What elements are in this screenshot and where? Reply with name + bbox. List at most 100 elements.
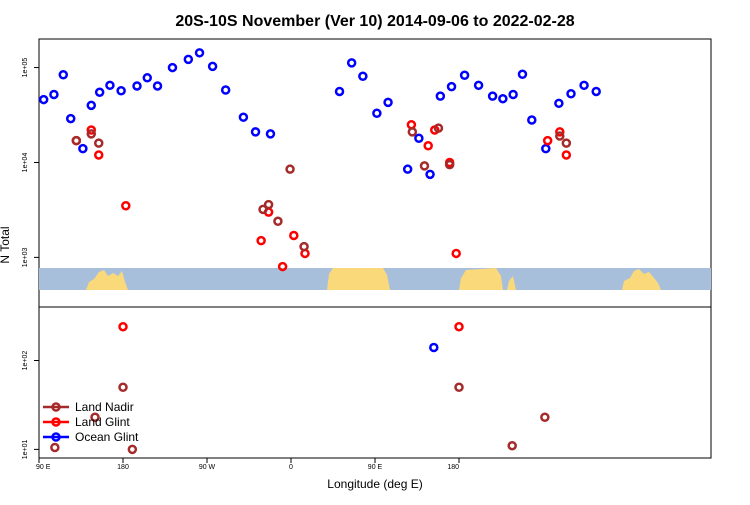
point-land-nadir [561, 138, 572, 148]
point-ocean-glint [541, 143, 551, 154]
point-ocean-glint [183, 54, 194, 65]
y-axis-label: N Total [0, 226, 12, 263]
point-land-nadir [444, 159, 455, 170]
point-ocean-glint [414, 133, 424, 143]
point-land-nadir [273, 216, 283, 227]
upper-plot-frame [38, 38, 712, 308]
x-axis: 90 E 180 90 W 0 90 E 180 [36, 458, 460, 471]
point-ocean-glint [38, 94, 49, 105]
point-ocean-glint [132, 81, 142, 91]
point-ocean-glint [429, 342, 439, 353]
x-tick-label: 90 E [36, 464, 51, 471]
point-ocean-glint [346, 58, 357, 68]
point-ocean-glint [459, 70, 470, 80]
chart-title: 20S-10S November (Ver 10) 2014-09-06 to … [175, 13, 574, 30]
point-land-nadir [555, 131, 565, 141]
y-tick-label: 1e+05 [22, 58, 29, 78]
legend-marker [51, 402, 61, 412]
point-ocean-glint [358, 71, 368, 82]
point-ocean-glint [425, 169, 435, 180]
point-land-nadir [127, 444, 138, 455]
upper-points [38, 48, 601, 272]
point-ocean-glint [579, 80, 589, 91]
point-land-nadir [540, 412, 550, 422]
point-land-glint [423, 141, 433, 151]
legend-label: Land Nadir [75, 400, 134, 414]
point-ocean-glint [402, 164, 413, 174]
point-ocean-glint [78, 143, 88, 154]
x-tick-label: 0 [289, 464, 293, 471]
x-axis-label: Longitude (deg E) [327, 477, 422, 491]
land-shape [507, 276, 516, 290]
upper-y-axis: 1e+03 1e+04 1e+05 [22, 58, 39, 267]
point-land-nadir [86, 129, 97, 139]
point-land-nadir [258, 204, 268, 215]
point-land-nadir [90, 412, 100, 422]
lower-y-axis: 1e+01 1e+02 [22, 351, 39, 459]
y-tick-label: 1e+03 [22, 247, 29, 267]
land-shape [327, 268, 390, 290]
point-land-nadir [454, 382, 464, 393]
point-ocean-glint [65, 113, 76, 124]
point-land-nadir [507, 440, 517, 451]
point-land-glint [121, 200, 131, 211]
land-shape [622, 269, 661, 290]
point-ocean-glint [220, 85, 231, 95]
point-ocean-glint [142, 73, 153, 83]
point-land-glint [542, 135, 553, 146]
land-shape [459, 268, 503, 290]
point-ocean-glint [49, 89, 59, 100]
point-ocean-glint [105, 80, 115, 91]
point-land-glint [454, 321, 464, 332]
point-land-glint [256, 235, 266, 246]
x-tick-label: 90 E [368, 464, 383, 471]
point-ocean-glint [238, 112, 249, 122]
point-ocean-glint [265, 129, 276, 139]
point-ocean-glint [116, 85, 126, 96]
point-land-nadir [118, 382, 128, 393]
point-ocean-glint [207, 61, 218, 72]
point-ocean-glint [435, 91, 446, 101]
point-ocean-glint [86, 100, 97, 111]
point-land-glint [86, 125, 97, 135]
point-land-nadir [407, 127, 418, 137]
point-land-nadir [50, 442, 60, 453]
point-ocean-glint [167, 62, 178, 73]
point-land-nadir [299, 241, 309, 252]
point-ocean-glint [566, 88, 576, 99]
point-ocean-glint [498, 93, 508, 104]
point-land-glint [561, 150, 572, 160]
point-land-glint [555, 127, 565, 137]
lower-points [50, 321, 550, 455]
point-ocean-glint [527, 115, 537, 125]
upper-panel: 1e+03 1e+04 1e+05 [22, 38, 712, 308]
y-tick-label: 1e+01 [22, 439, 29, 459]
point-land-nadir [285, 164, 295, 174]
point-ocean-glint [94, 87, 105, 97]
point-ocean-glint [591, 86, 601, 97]
legend-label: Land Glint [75, 415, 130, 429]
point-land-glint [93, 150, 104, 160]
legend-marker [51, 417, 61, 427]
lower-plot-frame [38, 306, 712, 459]
point-land-nadir [419, 161, 430, 171]
point-ocean-glint [517, 69, 528, 80]
point-land-glint [118, 321, 128, 332]
legend-label: Ocean Glint [75, 430, 139, 444]
land-shape [86, 270, 128, 290]
point-ocean-glint [194, 48, 205, 58]
point-land-glint [289, 230, 299, 241]
point-land-nadir [93, 138, 104, 148]
legend-marker [51, 432, 61, 442]
point-ocean-glint [334, 86, 345, 97]
point-ocean-glint [473, 80, 484, 91]
point-land-glint [451, 248, 461, 259]
y-tick-label: 1e+04 [22, 153, 29, 173]
point-ocean-glint [508, 89, 518, 100]
point-land-glint [406, 119, 417, 130]
point-ocean-glint [383, 97, 393, 108]
point-ocean-glint [487, 91, 498, 101]
